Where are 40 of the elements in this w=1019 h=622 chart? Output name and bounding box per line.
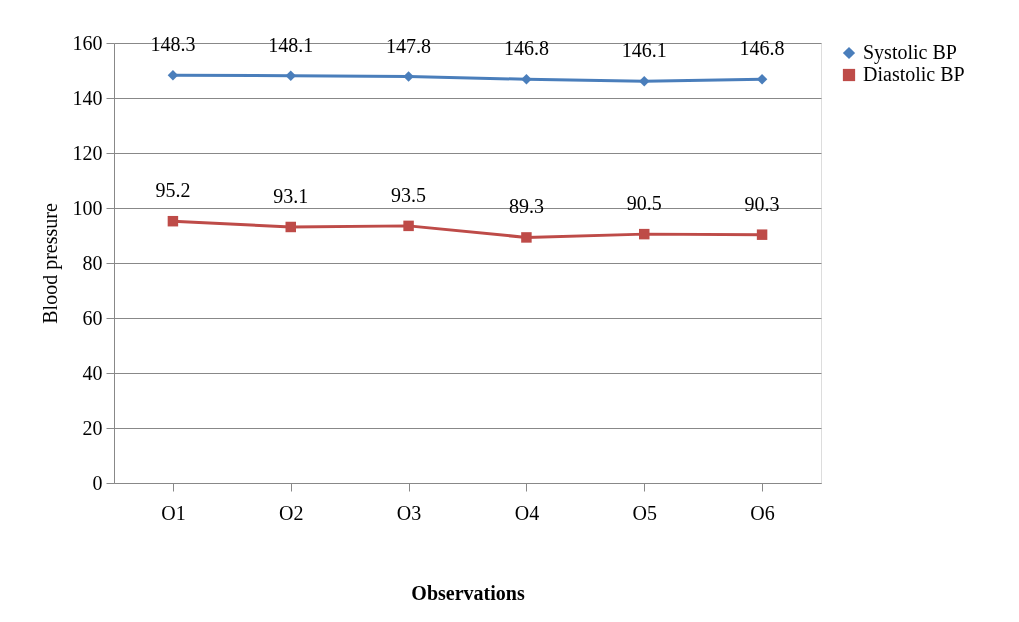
x-tick-label: O1 xyxy=(161,501,186,524)
data-label: 93.5 xyxy=(391,183,427,206)
x-tick-label: O5 xyxy=(632,501,657,524)
y-tick-label: 140 xyxy=(72,86,103,109)
y-tick-label: 80 xyxy=(82,251,103,274)
data-label: 90.5 xyxy=(626,192,662,215)
x-tick-label: O6 xyxy=(750,501,775,524)
y-tick-label: 100 xyxy=(72,196,103,219)
data-label: 147.8 xyxy=(386,34,432,57)
point xyxy=(521,74,532,85)
point xyxy=(756,229,768,240)
point xyxy=(521,232,532,243)
y-tick-label: 0 xyxy=(92,471,103,494)
data-label: 90.3 xyxy=(744,192,780,215)
data-label: 148.3 xyxy=(150,33,196,56)
point xyxy=(167,215,179,227)
y-tick-label: 160 xyxy=(72,31,103,54)
point xyxy=(639,228,650,240)
y-axis-title: Blood pressure xyxy=(38,203,62,324)
data-label: 89.3 xyxy=(508,195,544,218)
point xyxy=(403,220,414,232)
data-label: 93.1 xyxy=(273,184,309,207)
data-label: 146.8 xyxy=(739,37,785,60)
data-label: 146.1 xyxy=(621,39,667,62)
y-tick-label: 40 xyxy=(82,361,103,384)
point xyxy=(285,70,296,81)
y-tick-label: 120 xyxy=(72,141,103,164)
data-label: 95.2 xyxy=(155,179,191,202)
legend-label: Diastolic BP xyxy=(863,63,965,85)
data-label: 146.8 xyxy=(503,37,549,60)
x-tick-label: O3 xyxy=(396,501,422,524)
y-tick-label: 20 xyxy=(82,416,103,439)
legend-label: Systolic BP xyxy=(863,41,957,64)
data-label: 148.1 xyxy=(268,33,314,56)
point xyxy=(285,221,296,233)
point xyxy=(639,75,650,87)
x-tick-label: O2 xyxy=(279,501,304,524)
y-tick-label: 60 xyxy=(82,306,103,329)
x-axis-title: Observations xyxy=(411,581,525,604)
x-tick-label: O4 xyxy=(514,501,540,524)
